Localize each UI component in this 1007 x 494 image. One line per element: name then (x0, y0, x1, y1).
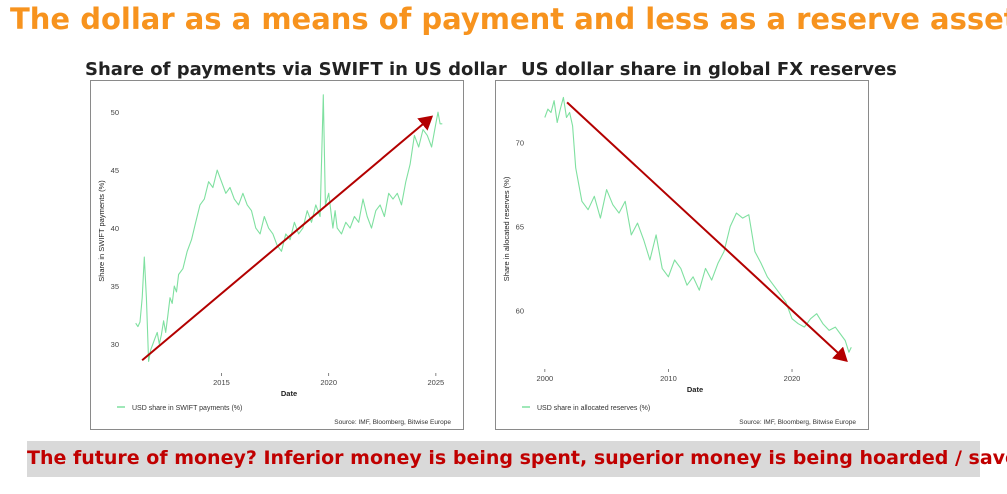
reserves-trend-arrow (566, 101, 848, 362)
swift-chart-svg: 30 35 40 45 50 2015 2020 2025 Date Share in SWIFT… (97, 94, 451, 426)
reserves-xtick-label: 2010 (660, 374, 677, 383)
banner-text: The future of money? Inferior money is b… (27, 447, 1007, 469)
swift-ytick-label: 50 (111, 108, 119, 117)
reserves-ytick-label: 70 (516, 139, 524, 148)
swift-xtick-label: 2025 (428, 378, 445, 387)
swift-y-axis-label: Share in SWIFT payments (%) (97, 180, 106, 282)
reserves-series-line (544, 96, 852, 353)
swift-ytick-label: 35 (111, 282, 119, 291)
reserves-ytick-label: 60 (516, 306, 524, 315)
reserves-source-note: Source: IMF, Bloomberg, Bitwise Europe (739, 419, 856, 426)
reserves-chart-title: US dollar share in global FX reserves (521, 59, 897, 80)
reserves-ytick-label: 65 (516, 222, 524, 231)
swift-source-note: Source: IMF, Bloomberg, Bitwise Europe (334, 419, 451, 426)
reserves-x-axis-label: Date (687, 385, 703, 394)
swift-ytick-label: 40 (111, 224, 119, 233)
reserves-chart-panel: 60 65 70 2000 2010 2020 Date Share in allocated… (495, 80, 869, 430)
swift-ytick-label: 30 (111, 340, 119, 349)
swift-legend-label: USD share in SWIFT payments (%) (132, 405, 242, 412)
reserves-chart-svg: 60 65 70 2000 2010 2020 Date Share in allocated… (502, 96, 856, 426)
swift-chart-panel: 30 35 40 45 50 2015 2020 2025 Date Share in SWIFT… (90, 80, 464, 430)
conclusion-banner: The future of money? Inferior money is b… (27, 441, 1007, 477)
swift-x-axis-label: Date (281, 389, 297, 398)
reserves-xtick-label: 2000 (536, 374, 553, 383)
reserves-xtick-label: 2020 (784, 374, 801, 383)
swift-chart-title: Share of payments via SWIFT in US dollar (85, 59, 507, 80)
swift-series-line (135, 94, 443, 362)
swift-xtick-label: 2015 (213, 378, 230, 387)
swift-trend-arrow (141, 115, 434, 362)
swift-ytick-label: 45 (111, 166, 119, 175)
swift-xtick-label: 2020 (320, 378, 337, 387)
reserves-legend-label: USD share in allocated reserves (%) (537, 405, 650, 412)
reserves-y-axis-label: Share in allocated reserves (%) (502, 176, 511, 281)
page-title: The dollar as a means of payment and les… (10, 2, 1007, 36)
